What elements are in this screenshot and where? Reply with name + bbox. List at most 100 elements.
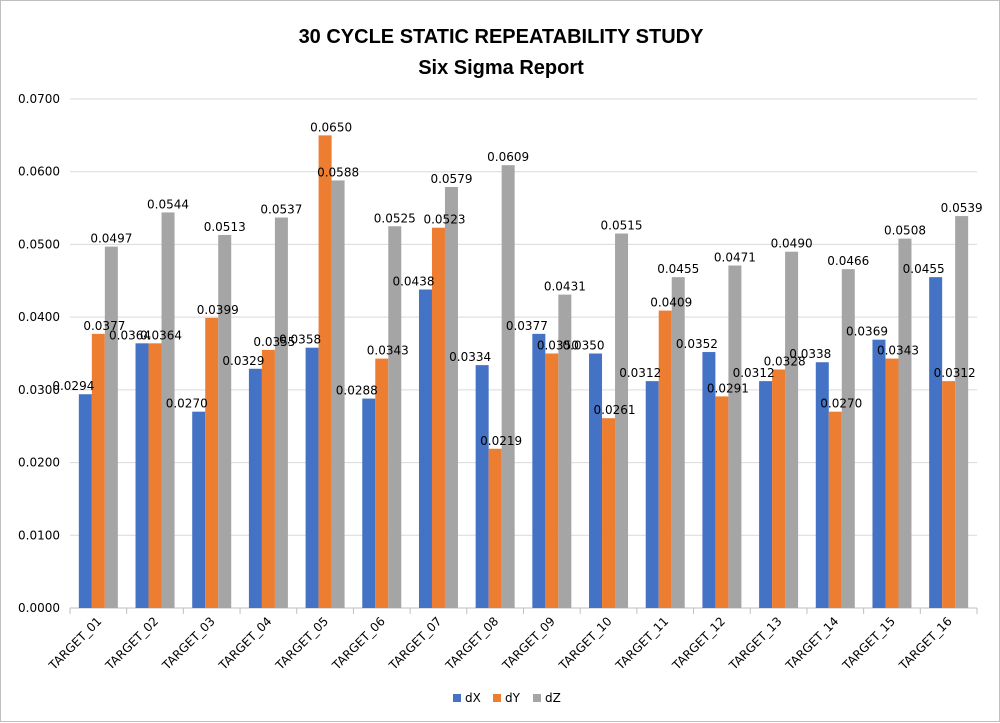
- bar-dz: [274, 217, 288, 608]
- bar-dx: [645, 381, 659, 608]
- x-tick-label: TARGET_13: [726, 614, 785, 673]
- y-tick-label: 0.0500: [18, 237, 60, 251]
- bar-dz: [615, 233, 629, 608]
- data-label-dx: 0.0329: [222, 354, 264, 368]
- legend-label-dz: dZ: [545, 691, 561, 705]
- bar-dx: [248, 368, 262, 608]
- x-tick-label: TARGET_10: [556, 614, 615, 673]
- data-label-dy: 0.0399: [197, 303, 239, 317]
- data-label-dx: 0.0270: [166, 397, 208, 411]
- x-tick-label: TARGET_05: [272, 614, 331, 673]
- y-tick-label: 0.0100: [18, 528, 60, 542]
- bar-dy: [205, 317, 219, 608]
- y-tick-label: 0.0200: [18, 456, 60, 470]
- bar-dz: [671, 277, 685, 608]
- data-label-dx: 0.0438: [392, 275, 434, 289]
- data-label-dx: 0.0377: [506, 319, 548, 333]
- bar-dz: [558, 294, 572, 608]
- data-label-dz: 0.0537: [260, 203, 302, 217]
- bar-dy: [942, 381, 956, 608]
- y-tick-label: 0.0300: [18, 383, 60, 397]
- bar-dz: [331, 180, 345, 608]
- x-tick-label: TARGET_01: [45, 614, 104, 673]
- data-label-dz: 0.0544: [147, 197, 189, 211]
- data-label-dy: 0.0261: [594, 403, 636, 417]
- y-tick-label: 0.0000: [18, 601, 60, 615]
- bar-dz: [501, 165, 515, 609]
- x-tick-label: TARGET_02: [102, 614, 161, 673]
- data-label-dy: 0.0650: [310, 120, 352, 134]
- data-label-dx: 0.0364: [109, 328, 151, 342]
- data-label-dy: 0.0312: [934, 366, 976, 380]
- y-axis-ticks: 0.0000 0.0100 0.0200 0.0300 0.0400 0.0500 0.06…: [18, 92, 60, 615]
- data-label-dy: 0.0343: [877, 344, 919, 358]
- x-tick-label: TARGET_03: [159, 614, 218, 673]
- data-label-dy: 0.0219: [480, 434, 522, 448]
- x-tick-label: TARGET_16: [896, 614, 955, 673]
- legend-label-dx: dX: [465, 691, 481, 705]
- bar-dx: [702, 352, 716, 608]
- bar-dx: [815, 362, 829, 608]
- bar-dy: [602, 418, 616, 608]
- bar-dz: [898, 238, 912, 608]
- data-label-dz: 0.0466: [827, 254, 869, 268]
- bar-dx: [589, 353, 603, 608]
- chart-subtitle: Six Sigma Report: [418, 57, 584, 79]
- bar-dx: [418, 289, 432, 608]
- bar-dy: [91, 333, 105, 608]
- data-label-dz: 0.0515: [601, 219, 643, 233]
- bar-dy: [885, 358, 899, 608]
- bar-dx: [78, 394, 92, 608]
- data-label-dx: 0.0294: [52, 379, 94, 393]
- legend-swatch-dy: [493, 694, 501, 702]
- bar-dy: [261, 349, 275, 608]
- data-label-dx: 0.0358: [279, 333, 321, 347]
- x-tick-label: TARGET_04: [216, 614, 275, 673]
- data-label-dy: 0.0364: [140, 328, 182, 342]
- bar-dx: [305, 347, 319, 608]
- data-label-dx: 0.0338: [789, 347, 831, 361]
- bars: [78, 135, 969, 609]
- data-label-dy: 0.0291: [707, 381, 749, 395]
- legend: dX dY dZ: [453, 691, 561, 705]
- bar-dz: [444, 186, 458, 608]
- data-label-dz: 0.0497: [90, 232, 132, 246]
- x-tick-label: TARGET_11: [612, 614, 671, 673]
- legend-swatch-dz: [533, 694, 541, 702]
- x-tick-label: TARGET_09: [499, 614, 558, 673]
- bar-dy: [148, 343, 162, 608]
- x-tick-label: TARGET_15: [839, 614, 898, 673]
- data-label-dx: 0.0334: [449, 350, 491, 364]
- data-label-dy: 0.0328: [764, 354, 806, 368]
- data-label-dz: 0.0525: [374, 211, 416, 225]
- bar-dy: [715, 396, 729, 608]
- data-label-dx: 0.0288: [336, 384, 378, 398]
- bar-dy: [828, 411, 842, 608]
- bar-dx: [362, 398, 376, 608]
- data-label-dz: 0.0471: [714, 251, 756, 265]
- data-label-dx: 0.0352: [676, 337, 718, 351]
- data-label-dx: 0.0312: [619, 366, 661, 380]
- bar-dx: [759, 381, 773, 608]
- bar-dy: [375, 358, 389, 608]
- bar-dx: [929, 277, 943, 608]
- x-tick-label: TARGET_07: [386, 614, 445, 673]
- y-tick-label: 0.0700: [18, 92, 60, 106]
- data-label-dz: 0.0609: [487, 150, 529, 164]
- data-label-dz: 0.0490: [771, 237, 813, 251]
- bar-dz: [955, 216, 969, 608]
- data-label-dy: 0.0350: [537, 339, 579, 353]
- data-label-dy: 0.0343: [367, 344, 409, 358]
- bar-dx: [135, 343, 149, 608]
- data-label-dy: 0.0523: [423, 213, 465, 227]
- data-label-dy: 0.0270: [820, 397, 862, 411]
- bar-dy: [545, 353, 559, 608]
- data-label-dz: 0.0455: [657, 262, 699, 276]
- data-label-dz: 0.0588: [317, 165, 359, 179]
- data-label-dx: 0.0455: [903, 262, 945, 276]
- data-label-dy: 0.0409: [650, 296, 692, 310]
- bar-dy: [431, 227, 445, 608]
- bar-dy: [658, 310, 672, 608]
